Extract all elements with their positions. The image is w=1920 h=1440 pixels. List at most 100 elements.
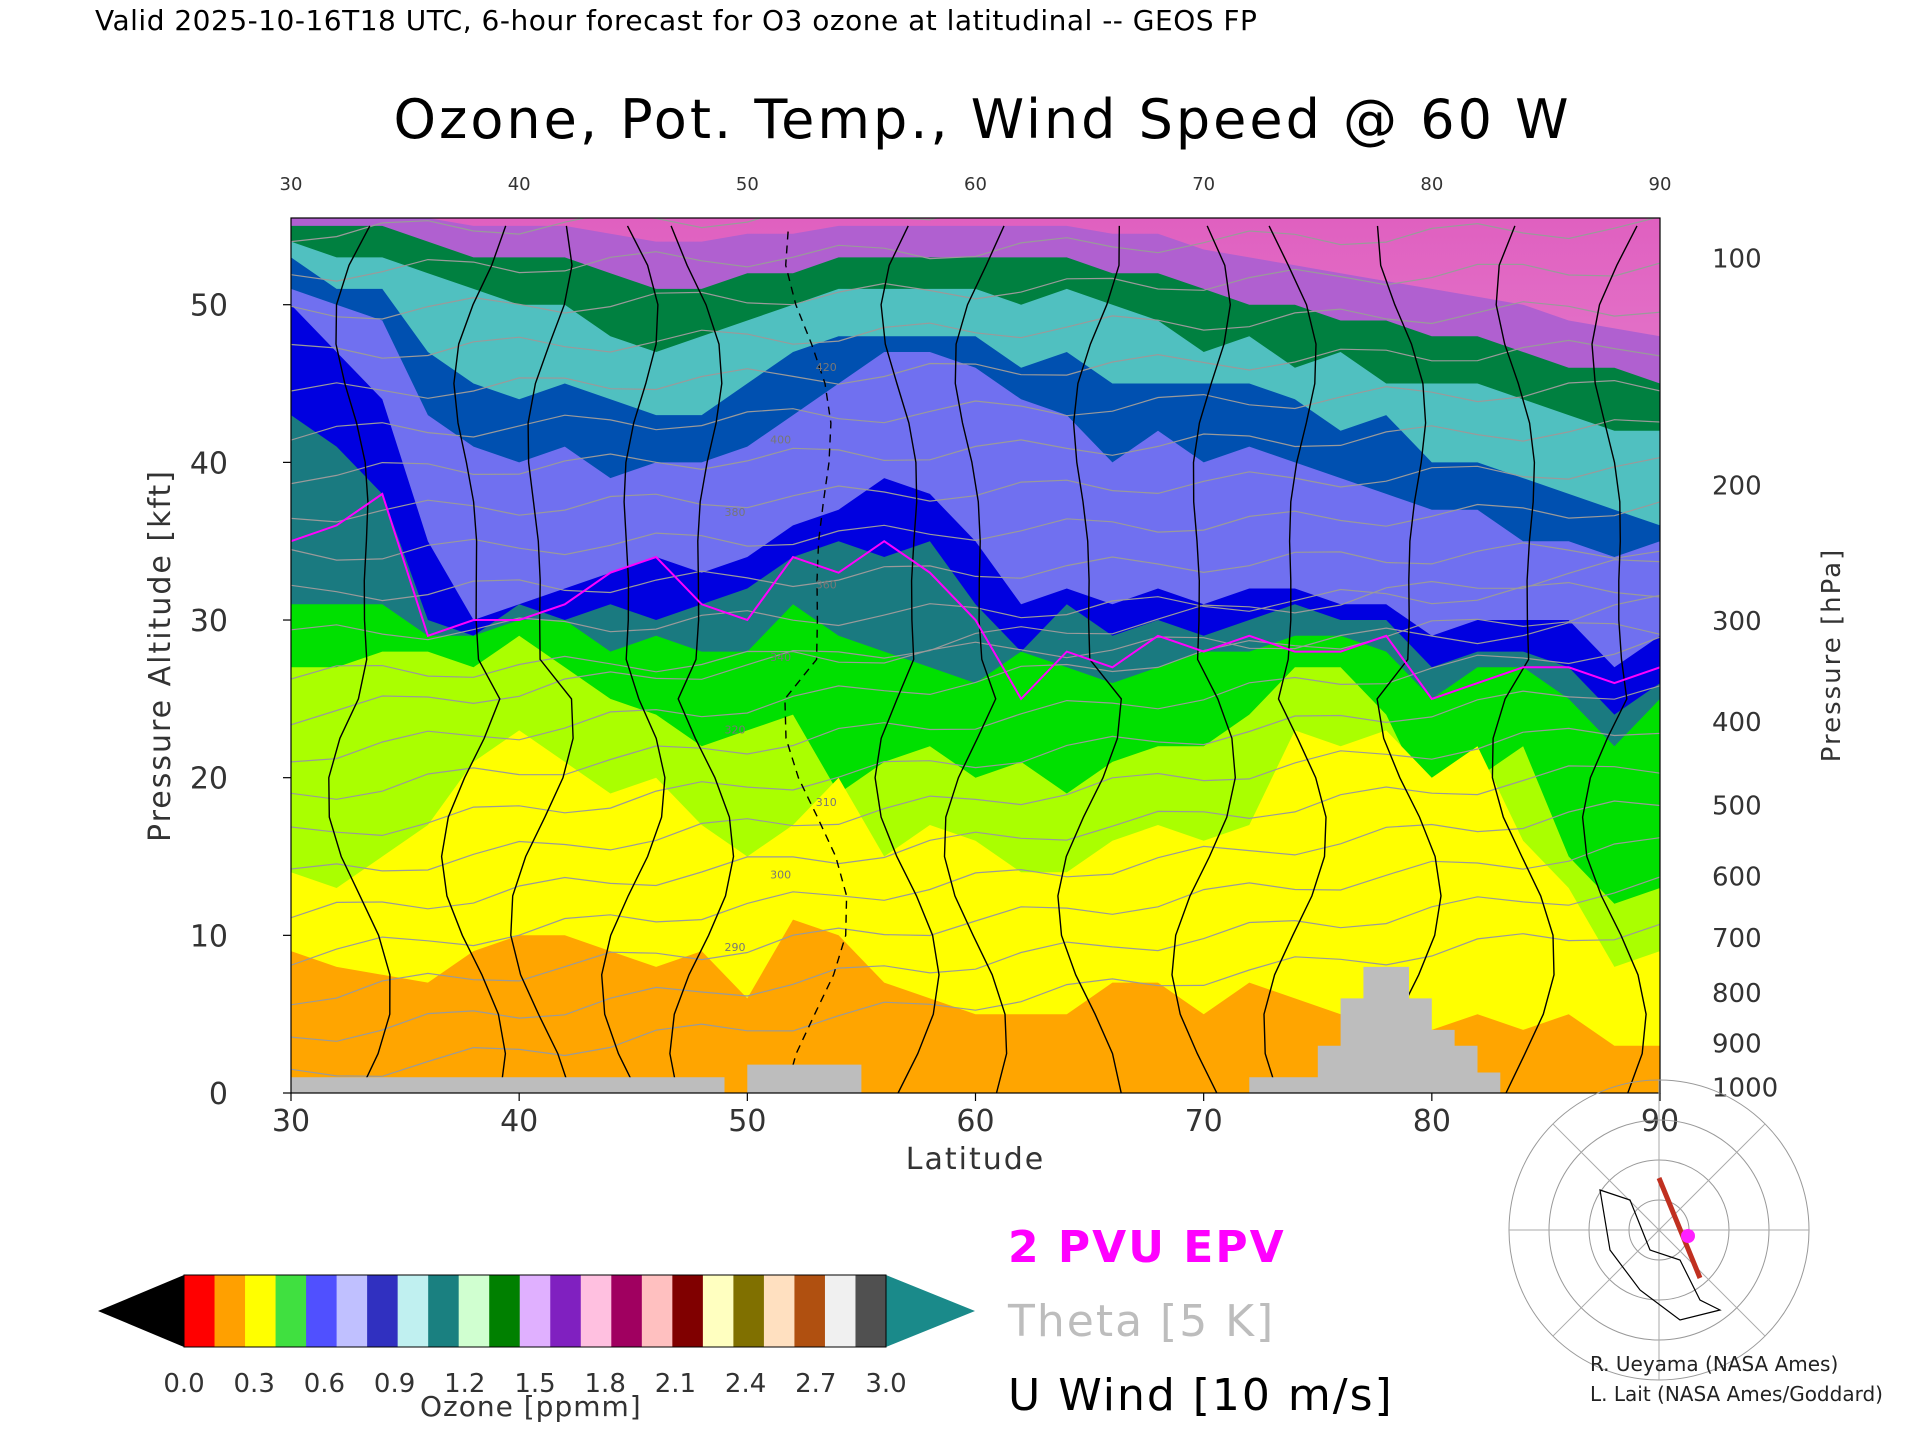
x-top-tick-label: 90 [1649, 174, 1672, 195]
colorbar-segment [855, 1275, 887, 1347]
header-caption: Valid 2025-10-16T18 UTC, 6-hour forecast… [95, 4, 1258, 37]
ozone-band-2 [291, 919, 1660, 1093]
theta-contour [291, 800, 1660, 966]
colorbar-segment [458, 1275, 490, 1347]
theta-label: 360 [816, 578, 837, 591]
x-top-tick-label: 70 [1192, 174, 1215, 195]
x-axis-label: Latitude [906, 1142, 1045, 1177]
colorbar-segment [184, 1275, 216, 1347]
colorbar-under-arrow [98, 1275, 184, 1347]
theta-contour [291, 559, 1660, 726]
x-top-tick-label: 50 [736, 174, 759, 195]
wind-contour [1171, 225, 1237, 1093]
y-tick-label: 0 [209, 1077, 228, 1112]
y-tick-label: 40 [190, 446, 228, 481]
theta-contour [291, 581, 1660, 641]
theta-contour [291, 876, 1660, 1042]
pressure-tick-label: 600 [1712, 862, 1762, 892]
theta-contour [291, 218, 1658, 282]
colorbar-tick-label: 1.8 [585, 1369, 626, 1399]
y-tick-label: 30 [190, 604, 228, 639]
theta-contour [291, 622, 1660, 680]
theta-contour [291, 339, 1660, 399]
theta-contour [291, 301, 1660, 359]
pressure-tick-label: 400 [1712, 708, 1762, 738]
theta-label: 380 [725, 506, 746, 519]
pressure-tick-label: 800 [1712, 979, 1762, 1009]
colorbar-segment [702, 1275, 734, 1347]
wind-contour [943, 225, 1008, 1093]
theta-contour [291, 457, 1660, 523]
colorbar-segment [214, 1275, 246, 1347]
colorbar-segment [672, 1275, 704, 1347]
theta-contour [291, 727, 1660, 872]
theta-label: 400 [770, 433, 791, 446]
wind-contour [1491, 225, 1555, 1093]
wind-contour [510, 225, 574, 1093]
colorbar-segment [245, 1275, 277, 1347]
colorbar-segment [824, 1275, 856, 1347]
colorbar-segment [275, 1275, 307, 1347]
theta-contour [291, 594, 1660, 763]
pressure-axis-label: Pressure [hPa] [1817, 548, 1847, 763]
colorbar-segment [397, 1275, 429, 1347]
colorbar-label: Ozone [ppmm] [420, 1390, 642, 1423]
colorbar-tick-label: 2.4 [725, 1369, 766, 1399]
theta-contour [291, 765, 1660, 919]
legend-wind: U Wind [10 m/s] [1008, 1370, 1394, 1421]
theta-contour [291, 685, 1660, 837]
y-axis-label: Pressure Altitude [kft] [143, 469, 178, 842]
theta-contour [291, 542, 1660, 602]
credit-line-2: L. Lait (NASA Ames/Goddard) [1590, 1382, 1883, 1406]
colorbar-frame [183, 1274, 887, 1348]
colorbar-segment [794, 1275, 826, 1347]
colorbar-segment [763, 1275, 795, 1347]
theta-label: 420 [816, 361, 837, 374]
wind-contour [874, 225, 940, 1093]
theta-contour [291, 923, 1660, 1077]
theta-contour [291, 837, 1660, 1006]
pressure-tick-label: 100 [1712, 244, 1762, 274]
wind-contour [440, 225, 507, 1093]
wind-contour [600, 225, 666, 1093]
colorbar-tick-label: 0.9 [374, 1369, 415, 1399]
colorbar-segment [489, 1275, 521, 1347]
theta-contour [291, 636, 1660, 800]
colorbar-segment [336, 1275, 368, 1347]
wind-contour [1376, 225, 1442, 1093]
epv-2pvu-contour [291, 492, 1660, 701]
x-top-tick-label: 30 [280, 174, 303, 195]
pressure-tick-label: 700 [1712, 924, 1762, 954]
colorbar-segment [733, 1275, 765, 1347]
theta-label: 310 [816, 796, 837, 809]
colorbar-segment [580, 1275, 612, 1347]
x-top-tick-label: 80 [1420, 174, 1443, 195]
pressure-tick-label: 1000 [1712, 1074, 1778, 1104]
pressure-tick-label: 900 [1712, 1030, 1762, 1060]
colorbar-tick-label: 1.2 [444, 1369, 485, 1399]
x-tick-label: 90 [1641, 1104, 1679, 1139]
locator-map [1508, 1079, 1810, 1381]
theta-contour [291, 262, 1660, 320]
y-tick-label: 10 [190, 919, 228, 954]
map-meridian [1552, 1229, 1660, 1337]
colorbar-segment [519, 1275, 551, 1347]
colorbar-segment [306, 1275, 338, 1347]
colorbar-over-arrow [886, 1275, 975, 1347]
wind-contour [1263, 225, 1327, 1093]
wind-contour [328, 225, 391, 1093]
theta-contour [291, 379, 1660, 441]
pressure-tick-label: 200 [1712, 471, 1762, 501]
map-location-marker [1681, 1229, 1695, 1243]
colorbar-tick-label: 2.1 [655, 1369, 696, 1399]
chart-title: Ozone, Pot. Temp., Wind Speed @ 60 W [393, 88, 1572, 151]
legend-epv: 2 PVU EPV [1008, 1222, 1286, 1273]
colorbar-tick-label: 3.0 [865, 1369, 906, 1399]
colorbar-tick-label: 0.0 [163, 1369, 204, 1399]
theta-label: 300 [770, 869, 791, 882]
theta-label: 290 [725, 941, 746, 954]
map-transect-line [1656, 1177, 1703, 1279]
map-coastline [1599, 1189, 1722, 1321]
wind-contour [669, 225, 735, 1093]
legend-theta: Theta [5 K] [1008, 1296, 1276, 1347]
